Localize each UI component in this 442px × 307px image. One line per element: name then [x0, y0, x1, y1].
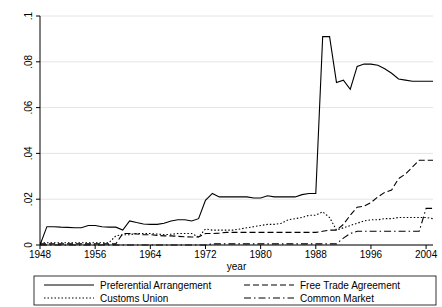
y-tick-label: .04 — [23, 146, 34, 160]
y-tick-label: 0 — [23, 242, 34, 248]
x-tick-label: 1988 — [305, 249, 328, 260]
x-tick-label: 1980 — [250, 249, 273, 260]
grid-line — [40, 153, 433, 154]
x-tick-label: 1956 — [84, 249, 107, 260]
legend-label: Common Market — [300, 293, 374, 304]
y-tick — [36, 199, 40, 200]
y-tick — [36, 153, 40, 154]
grid-line — [40, 16, 433, 17]
plot-area — [40, 37, 433, 245]
legend-key — [244, 284, 294, 285]
legend-key — [244, 297, 294, 298]
x-tick-label: 1996 — [360, 249, 383, 260]
legend-label: Free Trade Agreement — [300, 280, 400, 291]
x-tick-label: 1964 — [139, 249, 162, 260]
legend-label: Preferential Arrangement — [100, 280, 211, 291]
x-tick-label: 1972 — [194, 249, 217, 260]
legend-box — [34, 276, 436, 305]
y-axis — [40, 16, 41, 245]
legend-label: Customs Union — [100, 293, 168, 304]
series-line — [40, 212, 433, 243]
y-tick-label: .08 — [23, 54, 34, 68]
series-line — [40, 37, 433, 245]
x-axis-label: year — [227, 261, 247, 272]
y-tick — [36, 16, 40, 17]
legend-key — [44, 297, 94, 298]
grid-line — [40, 107, 433, 108]
y-tick — [36, 107, 40, 108]
y-tick-label: .1 — [23, 11, 34, 20]
series-line — [40, 208, 433, 245]
y-tick-label: .06 — [23, 100, 34, 114]
grid-line — [40, 61, 433, 62]
x-tick-label: 1948 — [29, 249, 52, 260]
x-tick-label: 2004 — [415, 249, 438, 260]
chart: 0 .02 .04 .06 .08 .1 1948 1956 1964 1972 1980 1988 1… — [0, 0, 442, 307]
y-tick — [36, 61, 40, 62]
legend-key — [44, 284, 94, 285]
y-tick-label: .02 — [23, 192, 34, 206]
y-tick — [36, 245, 40, 246]
